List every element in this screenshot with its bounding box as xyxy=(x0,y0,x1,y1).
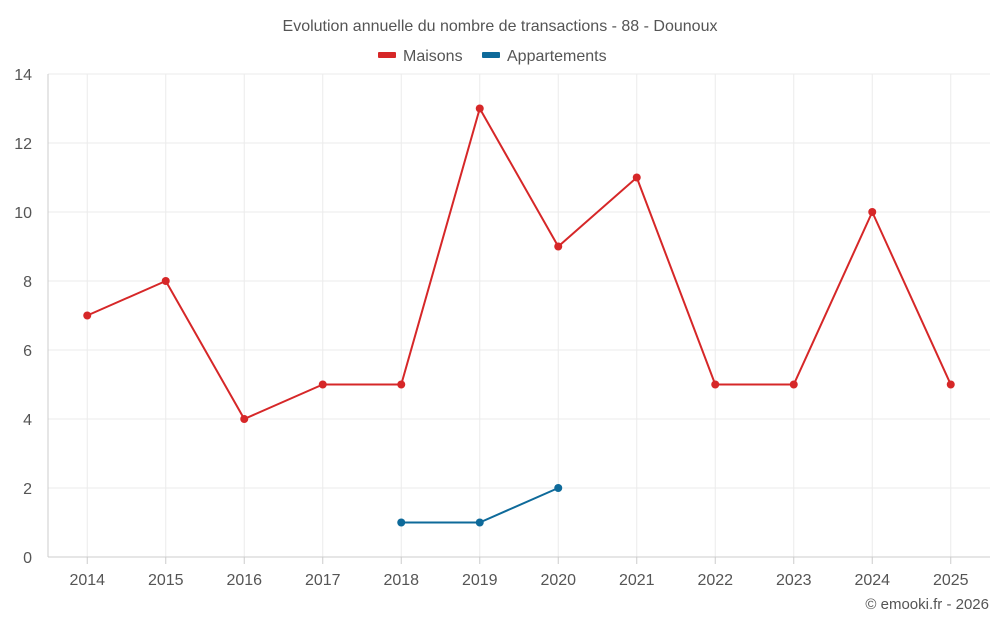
point-maisons-2018[interactable] xyxy=(397,380,406,389)
point-maisons-2014[interactable] xyxy=(83,311,92,320)
y-tick-label-8: 8 xyxy=(23,274,32,291)
x-tick-label-2019: 2019 xyxy=(462,572,498,589)
y-tick-label-14: 14 xyxy=(14,67,32,84)
y-tick-label-6: 6 xyxy=(23,343,32,360)
x-tick-label-2018: 2018 xyxy=(383,572,419,589)
legend-item-maisons[interactable]: Maisons xyxy=(378,48,463,65)
x-tick-label-2014: 2014 xyxy=(69,572,105,589)
series-appartements xyxy=(397,484,563,527)
point-maisons-2021[interactable] xyxy=(632,173,641,182)
x-tick-label-2023: 2023 xyxy=(776,572,812,589)
y-tick-label-2: 2 xyxy=(23,481,32,498)
credit-text: © emooki.fr - 2026 xyxy=(865,596,989,613)
series-layer xyxy=(83,104,955,527)
series-line-maisons xyxy=(86,107,952,420)
y-tick-label-12: 12 xyxy=(14,136,32,153)
x-tick-label-2015: 2015 xyxy=(148,572,184,589)
gridlines xyxy=(48,73,990,557)
point-appartements-2020[interactable] xyxy=(554,484,563,492)
series-maisons xyxy=(83,104,955,423)
y-tick-label-10: 10 xyxy=(14,205,32,222)
point-maisons-2016[interactable] xyxy=(240,415,249,423)
x-tick-label-2020: 2020 xyxy=(540,572,576,589)
point-maisons-2022[interactable] xyxy=(711,380,720,389)
x-tick-label-2017: 2017 xyxy=(305,572,341,589)
legend-label-appartements: Appartements xyxy=(507,48,607,65)
x-tick-label-2022: 2022 xyxy=(697,572,733,589)
x-tick-label-2025: 2025 xyxy=(933,572,969,589)
legend-swatch-appartements xyxy=(482,52,500,58)
point-maisons-2020[interactable] xyxy=(554,242,563,251)
x-tick-label-2024: 2024 xyxy=(854,572,890,589)
legend-label-maisons: Maisons xyxy=(403,48,463,65)
point-appartements-2018[interactable] xyxy=(397,518,406,527)
legend-swatch-maisons xyxy=(378,52,396,58)
point-maisons-2019[interactable] xyxy=(475,104,484,113)
chart-title: Evolution annuelle du nombre de transact… xyxy=(283,18,718,35)
point-maisons-2025[interactable] xyxy=(946,380,955,389)
point-maisons-2015[interactable] xyxy=(161,277,170,285)
point-maisons-2023[interactable] xyxy=(789,380,798,389)
x-tick-label-2021: 2021 xyxy=(619,572,655,589)
y-tick-label-0: 0 xyxy=(23,550,32,567)
axes: 0 2 4 6 8 10 12 14 2014 2015 2016 2017 2018 2019 2020 2… xyxy=(14,67,990,589)
point-maisons-2017[interactable] xyxy=(318,380,327,389)
legend-item-appartements[interactable]: Appartements xyxy=(482,48,607,65)
y-tick-label-4: 4 xyxy=(23,412,32,429)
legend: Maisons Appartements xyxy=(378,48,607,65)
x-tick-label-2016: 2016 xyxy=(226,572,262,589)
point-maisons-2024[interactable] xyxy=(868,208,877,216)
point-appartements-2019[interactable] xyxy=(475,518,484,527)
